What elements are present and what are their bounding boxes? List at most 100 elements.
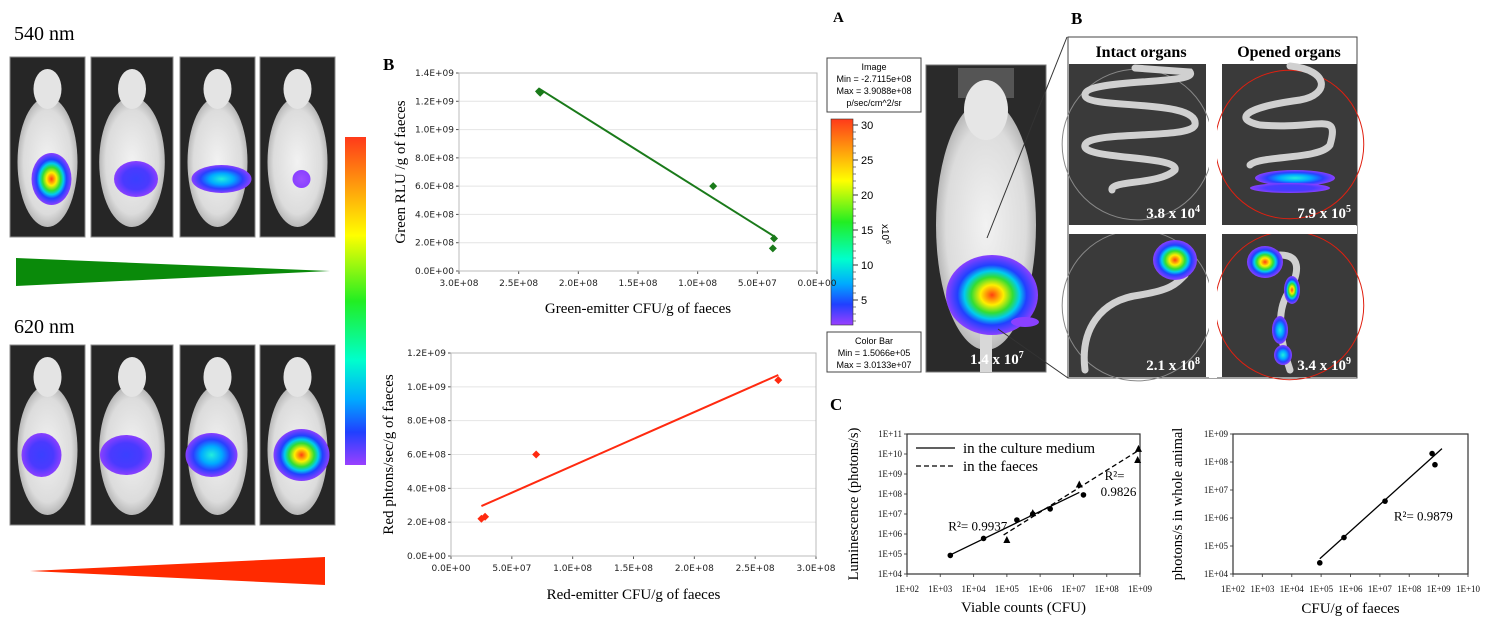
y-tick-label: 1E+11 (878, 429, 902, 439)
organ-image: 3.8 x 104 (1061, 64, 1214, 225)
info-line: p/sec/cm^2/sr (846, 98, 901, 108)
data-point (1316, 560, 1323, 566)
x-tick-label: 1E+07 (1368, 584, 1393, 594)
x-tick-label: 3.0E+08 (797, 564, 836, 574)
data-point (1047, 506, 1053, 512)
info-line: Min = -2.7115e+08 (837, 74, 912, 84)
mouse-image (90, 56, 174, 238)
signal-blob (273, 429, 330, 481)
x-tick-label: 0.0E+00 (798, 279, 837, 289)
x-axis-label: Green-emitter CFU/g of faeces (545, 301, 731, 317)
data-point (1134, 456, 1142, 464)
x-tick-label: 2.5E+08 (499, 279, 538, 289)
organ-value-label: 3.4 x 109 (1297, 356, 1351, 374)
organ-value-label: 3.8 x 104 (1146, 204, 1200, 222)
data-point (768, 244, 777, 253)
signal-blob (1255, 170, 1335, 186)
data-point (1341, 534, 1347, 541)
y-tick-label: 1E+06 (878, 529, 903, 539)
y-tick-label: 1E+04 (878, 569, 903, 579)
x-tick-label: 1E+02 (1221, 584, 1245, 594)
y-tick-label: 6.0E+08 (415, 182, 454, 192)
signal-blob (21, 433, 62, 477)
x-tick-label: 1E+09 (1128, 584, 1153, 594)
chart-4: 1E+04 1E+05 1E+06 1E+07 1E+08 1E+09 1E+02 1E+03… (1170, 428, 1481, 617)
y-tick-label: 0.0E+00 (407, 552, 446, 562)
colorbar-tick-label: 20 (861, 190, 873, 202)
y-tick-label: 4.0E+08 (415, 210, 454, 220)
x-axis-label: Red-emitter CFU/g of faeces (547, 587, 721, 603)
y-tick-label: 1E+05 (878, 549, 903, 559)
colorbar-tick-label: 10 (861, 260, 873, 272)
x-tick-label: 2.5E+08 (736, 564, 775, 574)
x-tick-label: 1E+08 (1095, 584, 1120, 594)
info-line: Image (861, 62, 886, 72)
signal-blob (1153, 240, 1197, 280)
x-tick-label: 2.0E+08 (559, 279, 598, 289)
organ-image: 3.4 x 109 (1214, 230, 1365, 381)
plot-area (906, 433, 1141, 575)
colorbar-ticks: 30 25 20 15 10 5 (853, 120, 873, 322)
organ-image: 2.1 x 108 (1061, 229, 1214, 382)
data-point (1429, 450, 1435, 457)
red-wavelength-label: 620 nm (14, 316, 75, 338)
info-line: Color Bar (855, 336, 893, 346)
data-point (1014, 517, 1020, 523)
signal-blob (1247, 246, 1283, 278)
x-tick-label: 1E+04 (962, 584, 987, 594)
mouse-image (179, 56, 256, 238)
trendline (1319, 448, 1443, 560)
trendline (481, 374, 779, 508)
signal-blob (114, 161, 158, 197)
luminescence-colorbar (830, 118, 854, 326)
x-tick-label: 1E+06 (1338, 584, 1363, 594)
mouse-image (9, 56, 86, 238)
x-tick-label: 1E+08 (1397, 584, 1422, 594)
y-tick-label: 1E+09 (878, 469, 903, 479)
data-point (1003, 536, 1011, 544)
image-info-box: Image Min = -2.7115e+08 Max = 3.9088e+08… (826, 57, 922, 113)
trendline (1003, 449, 1139, 536)
x-tick-label: 1E+10 (1456, 584, 1481, 594)
signal-colorbar (345, 137, 366, 465)
info-line: Max = 3.9088e+08 (836, 86, 911, 96)
r-squared-label: R²= 0.9879 (1394, 509, 1453, 524)
data-point (1432, 461, 1438, 468)
r-squared-label: R²= (1105, 468, 1125, 483)
organ-value-label: 2.1 x 108 (1146, 356, 1200, 374)
data-point (1029, 509, 1037, 517)
x-tick-label: 1E+03 (928, 584, 953, 594)
signal-blob (1274, 345, 1292, 365)
y-tick-label: 1E+07 (1204, 485, 1229, 495)
info-line: Min = 1.5066e+05 (838, 348, 911, 358)
y-tick-label: 0.0E+00 (415, 267, 454, 277)
legend-label: in the culture medium (963, 441, 1095, 457)
data-point (1382, 498, 1388, 504)
x-tick-label: 1E+03 (1250, 584, 1275, 594)
legend-entry: in the culture medium (916, 441, 1095, 457)
x-axis-label: CFU/g of faeces (1301, 601, 1399, 617)
y-tick-label: 6.0E+08 (407, 451, 446, 461)
y-tick-label: 8.0E+08 (415, 154, 454, 164)
data-point (947, 552, 954, 559)
signal-blob (31, 153, 72, 205)
y-axis-label: photons/s in whole animal (1170, 428, 1186, 581)
header-opened-organs: Opened organs (1237, 44, 1341, 61)
y-tick-label: 1E+09 (1204, 429, 1229, 439)
chart-1: 0.0E+00 2.0E+08 4.0E+08 6.0E+08 8.0E+08 1.0E+… (393, 69, 837, 317)
mouse-image-a: 1.4 x 107 (925, 64, 1047, 373)
y-tick-label: 1E+10 (878, 449, 903, 459)
data-point (1075, 480, 1083, 488)
x-tick-label: 1E+07 (1061, 584, 1086, 594)
green-wavelength-label: 540 nm (14, 23, 75, 45)
x-tick-label: 1E+06 (1028, 584, 1053, 594)
y-tick-label: 1.0E+09 (407, 383, 446, 393)
signal-blob (191, 165, 252, 193)
trendline (950, 491, 1080, 556)
chart-2: 0.0E+00 2.0E+08 4.0E+08 6.0E+08 8.0E+08 1.0E+… (381, 349, 836, 603)
trendline (538, 87, 776, 238)
y-tick-label: 1.0E+09 (415, 126, 454, 136)
zoom-connector-bottom (997, 328, 1069, 379)
x-tick-label: 1.0E+08 (678, 279, 717, 289)
